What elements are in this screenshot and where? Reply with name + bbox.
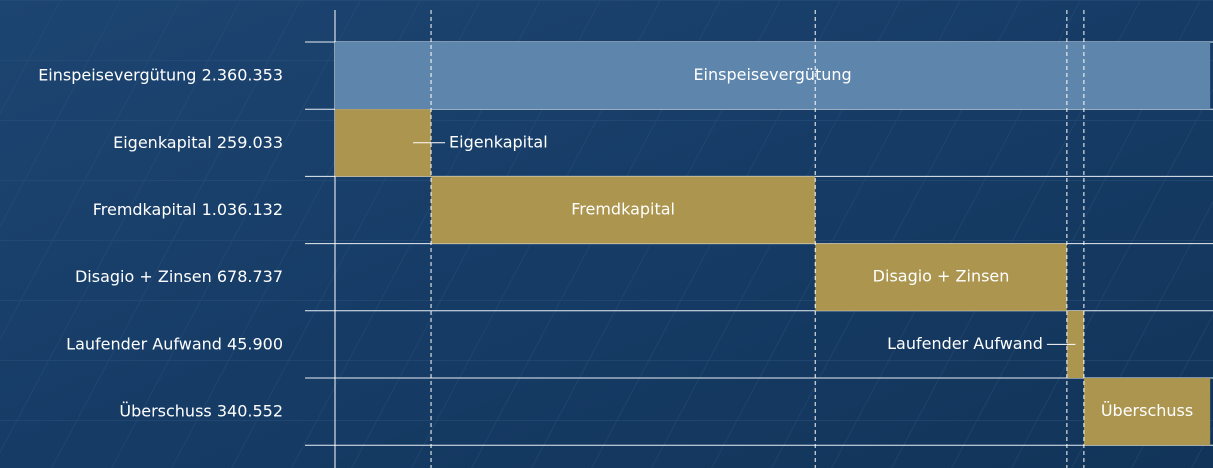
category-label: Disagio + Zinsen — [75, 267, 212, 286]
category-label: Eigenkapital — [113, 132, 212, 151]
value-label: 45.900 — [227, 334, 283, 353]
row-label: Überschuss 340.552 — [119, 401, 283, 420]
value-label: 2.360.353 — [202, 65, 283, 84]
value-label: 1.036.132 — [202, 200, 283, 219]
bar — [815, 243, 1067, 311]
value-label: 259.033 — [217, 132, 283, 151]
row-label: Disagio + Zinsen 678.737 — [75, 267, 283, 286]
bar-label: Disagio + Zinsen — [873, 267, 1010, 286]
bar-label: Eigenkapital — [449, 132, 548, 151]
bar — [335, 42, 1211, 110]
bar — [431, 176, 816, 244]
bar — [1066, 310, 1084, 378]
row-label: Einspeisevergütung 2.360.353 — [38, 65, 283, 84]
category-label: Einspeisevergütung — [38, 65, 196, 84]
category-label: Laufender Aufwand — [66, 334, 222, 353]
value-label: 340.552 — [217, 401, 283, 420]
value-label: 678.737 — [217, 267, 283, 286]
category-label: Fremdkapital — [93, 200, 197, 219]
category-label: Überschuss — [119, 401, 211, 420]
row-label: Laufender Aufwand 45.900 — [66, 334, 283, 353]
bar-label: Einspeisevergütung — [693, 65, 851, 84]
bar-label: Fremdkapital — [571, 200, 675, 219]
bar-label: Laufender Aufwand — [887, 334, 1043, 353]
row-label: Fremdkapital 1.036.132 — [93, 200, 283, 219]
row-label: Eigenkapital 259.033 — [113, 132, 283, 151]
bar — [1083, 378, 1211, 446]
bar-label: Überschuss — [1101, 401, 1193, 420]
